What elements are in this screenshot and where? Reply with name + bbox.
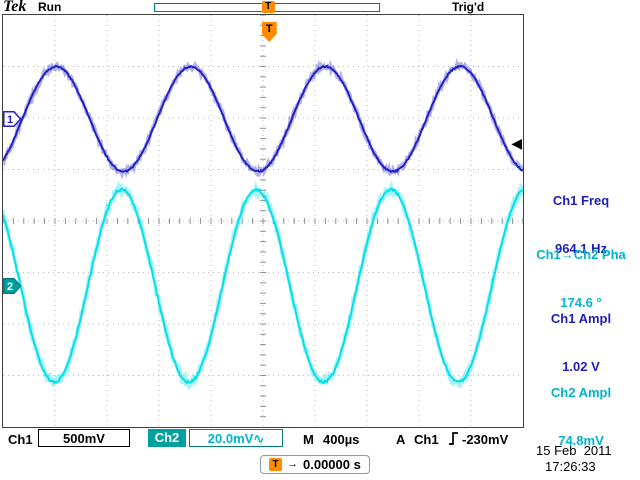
timebase-value: 400µs xyxy=(323,432,360,447)
trigger-t-icon: T xyxy=(269,458,282,471)
readout-label: Ch2 Ampl xyxy=(550,385,612,400)
ch2-scale-box: 20.0mV∿ xyxy=(189,429,283,447)
acquisition-status: Run xyxy=(38,0,62,14)
readout-value: 74.8mV xyxy=(558,433,604,448)
graticule: T 1 2 ◀ xyxy=(2,14,524,428)
time-display: 17:26:33 xyxy=(545,459,596,474)
readout-ch1-ch2-phase: Ch1→Ch2 Pha 174.6 ° xyxy=(524,215,638,343)
trigger-source: Ch1 xyxy=(414,432,439,447)
ch2-scale-value: 20.0mV xyxy=(207,431,254,446)
trigger-level-value: -230mV xyxy=(462,432,509,447)
trigger-position-top-marker: T xyxy=(261,1,275,13)
ch2-marker-label: 2 xyxy=(7,281,13,293)
trigger-time-value: 0.00000 s xyxy=(303,457,361,472)
ch1-label: Ch1 xyxy=(8,432,33,447)
readout-value: 964.1 Hz xyxy=(554,241,608,256)
timebase-label: M xyxy=(303,432,314,447)
ch1-marker-label: 1 xyxy=(7,114,13,126)
readout-ch2-ampl: Ch2 Ampl 74.8mV xyxy=(524,353,638,480)
trigger-time-readout: T → 0.00000 s xyxy=(260,455,370,474)
trigger-position-marker-icon: T xyxy=(261,22,277,42)
arrow-right-icon: → xyxy=(287,458,298,470)
trigger-system-label: A xyxy=(396,432,406,447)
rising-edge-icon xyxy=(449,432,458,445)
readout-label: Ch1→Ch2 Pha xyxy=(536,247,626,262)
tek-logo: Tek xyxy=(3,0,27,15)
readout-label: Ch1 Freq xyxy=(552,193,610,208)
readout-label: Ch1 Ampl xyxy=(550,311,612,326)
ch2-level-marker: 2 xyxy=(3,277,22,294)
readout-ch1-ampl: Ch1 Ampl 1.02 V xyxy=(524,279,638,407)
readout-ch1-freq: Ch1 Freq 964.1 Hz xyxy=(524,161,638,289)
waveforms xyxy=(3,57,523,391)
ch1-level-marker: 1 xyxy=(3,111,22,127)
ch1-scale-box: 500mV xyxy=(38,429,130,447)
readout-value: 1.02 V xyxy=(562,359,600,374)
trigger-status: Trig'd xyxy=(452,0,485,14)
graticule-grid xyxy=(3,15,523,427)
ch2-label-tag: Ch2 xyxy=(148,429,186,447)
readout-value: 174.6 ° xyxy=(560,295,602,310)
sine-wave-icon: ∿ xyxy=(253,431,265,446)
trigger-level-arrow-icon: ◀ xyxy=(511,134,522,151)
date-display: 15 Feb 2011 xyxy=(536,443,612,458)
